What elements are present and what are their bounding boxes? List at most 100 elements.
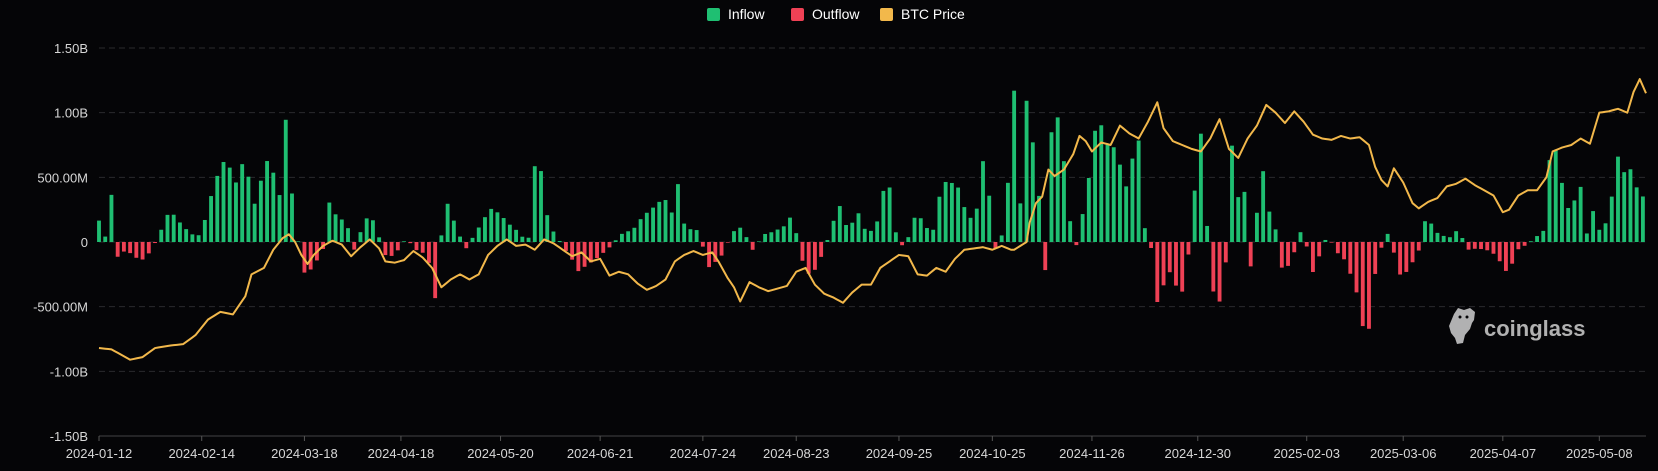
flow-bar-220 xyxy=(1466,242,1471,250)
flow-bar-145 xyxy=(999,235,1004,242)
flow-bar-120 xyxy=(844,225,848,242)
flow-bar-61 xyxy=(476,227,481,242)
flow-bar-202 xyxy=(1354,242,1359,293)
flow-bar-248 xyxy=(1640,196,1645,242)
flow-bar-241 xyxy=(1597,229,1602,242)
coinglass-logo-icon xyxy=(1449,308,1475,344)
flow-bar-119 xyxy=(837,206,842,242)
flow-bar-150 xyxy=(1030,142,1035,242)
flow-bar-51 xyxy=(414,242,419,251)
flow-bar-169 xyxy=(1149,242,1154,248)
flow-bar-5 xyxy=(128,242,133,254)
legend: Inflow Outflow BTC Price xyxy=(707,6,965,22)
flow-bar-134 xyxy=(931,229,936,242)
flow-bar-79 xyxy=(588,242,593,263)
flow-bar-113 xyxy=(800,242,805,261)
flow-bar-222 xyxy=(1479,242,1483,250)
flow-bar-203 xyxy=(1360,242,1365,327)
flow-bar-64 xyxy=(495,212,500,242)
flow-bar-3 xyxy=(115,242,120,257)
flow-bar-218 xyxy=(1454,231,1459,242)
flow-bar-154 xyxy=(1055,117,1060,242)
flow-bar-190 xyxy=(1279,242,1284,268)
flow-bar-128 xyxy=(893,232,898,242)
flow-bar-125 xyxy=(875,221,880,242)
btc-price-path xyxy=(98,78,1647,361)
flow-bar-152 xyxy=(1043,242,1048,271)
flow-bar-240 xyxy=(1591,211,1596,242)
flow-bar-15 xyxy=(190,234,195,242)
flow-bar-59 xyxy=(464,242,469,249)
flow-bar-129 xyxy=(900,242,904,246)
flow-bar-116 xyxy=(819,242,824,257)
flow-bar-245 xyxy=(1622,172,1627,242)
flow-bar-86 xyxy=(632,227,637,242)
flow-bar-109 xyxy=(775,229,780,242)
flow-bar-197 xyxy=(1323,239,1328,242)
flow-bar-69 xyxy=(526,237,531,242)
legend-swatch-0[interactable] xyxy=(707,8,720,21)
flow-bar-191 xyxy=(1286,242,1290,266)
x-tick-label-13: 2025-03-06 xyxy=(1370,446,1437,461)
flow-bar-117 xyxy=(825,240,830,242)
legend-label-0[interactable]: Inflow xyxy=(728,6,765,22)
x-tick-label-10: 2024-11-26 xyxy=(1059,446,1125,461)
flow-bar-60 xyxy=(470,237,475,242)
legend-swatch-2[interactable] xyxy=(880,8,893,21)
y-axis: 1.50B 1.00B 500.00M 0 -500.00M -1.00B -1.50B xyxy=(33,41,88,444)
flow-bar-214 xyxy=(1429,223,1434,242)
flow-bar-180 xyxy=(1217,242,1222,302)
flow-bar-153 xyxy=(1049,132,1054,242)
flow-bar-111 xyxy=(788,217,792,242)
flow-bar-131 xyxy=(912,217,917,242)
flow-bar-2 xyxy=(109,194,114,242)
flow-bar-136 xyxy=(943,181,948,242)
legend-label-1[interactable]: Outflow xyxy=(812,6,860,22)
flow-bar-12 xyxy=(171,214,176,242)
x-tick-label-7: 2024-08-23 xyxy=(763,446,830,461)
flow-bar-28 xyxy=(271,172,276,242)
flow-bar-247 xyxy=(1634,187,1639,242)
flow-bar-47 xyxy=(389,242,394,256)
flow-bar-66 xyxy=(507,224,512,242)
flow-bar-22 xyxy=(234,182,238,242)
flow-bar-10 xyxy=(159,229,164,242)
flow-bar-20 xyxy=(221,162,226,242)
flow-bar-161 xyxy=(1099,125,1104,242)
x-tick-label-1: 2024-02-14 xyxy=(168,446,235,461)
flow-bar-159 xyxy=(1086,177,1091,242)
x-tick-label-12: 2025-02-03 xyxy=(1273,446,1340,461)
y-tick-label-4: -500.00M xyxy=(33,300,88,315)
flow-bar-29 xyxy=(277,195,282,242)
x-tick-label-2: 2024-03-18 xyxy=(271,446,338,461)
flow-bar-138 xyxy=(956,187,961,242)
flow-bar-25 xyxy=(252,203,257,242)
flow-bar-14 xyxy=(184,229,189,242)
flow-bar-74 xyxy=(557,240,562,242)
flow-bar-229 xyxy=(1522,242,1527,246)
flow-bar-81 xyxy=(601,242,606,253)
flow-bar-156 xyxy=(1068,221,1073,242)
flow-bar-144 xyxy=(993,242,998,249)
flow-bar-53 xyxy=(427,242,431,263)
legend-label-2[interactable]: BTC Price xyxy=(901,6,965,22)
flow-bar-149 xyxy=(1024,100,1029,243)
flow-bar-0 xyxy=(97,220,101,242)
flow-bar-56 xyxy=(445,203,450,242)
flow-bar-206 xyxy=(1379,242,1384,248)
flow-bar-127 xyxy=(887,187,892,242)
flow-bar-212 xyxy=(1416,242,1421,251)
legend-swatch-1[interactable] xyxy=(791,8,804,21)
flow-bar-18 xyxy=(209,196,213,242)
flow-bar-87 xyxy=(638,219,643,242)
flow-bar-187 xyxy=(1261,171,1266,242)
flow-bar-239 xyxy=(1584,233,1589,242)
flow-bar-224 xyxy=(1491,242,1496,254)
flow-bar-37 xyxy=(327,202,332,242)
y-tick-label-1: 1.00B xyxy=(54,106,88,121)
x-tick-label-6: 2024-07-24 xyxy=(670,446,737,461)
flow-bar-75 xyxy=(563,242,568,251)
flow-bar-49 xyxy=(402,241,406,242)
flow-bar-141 xyxy=(974,208,979,242)
flow-bars xyxy=(97,90,1645,329)
